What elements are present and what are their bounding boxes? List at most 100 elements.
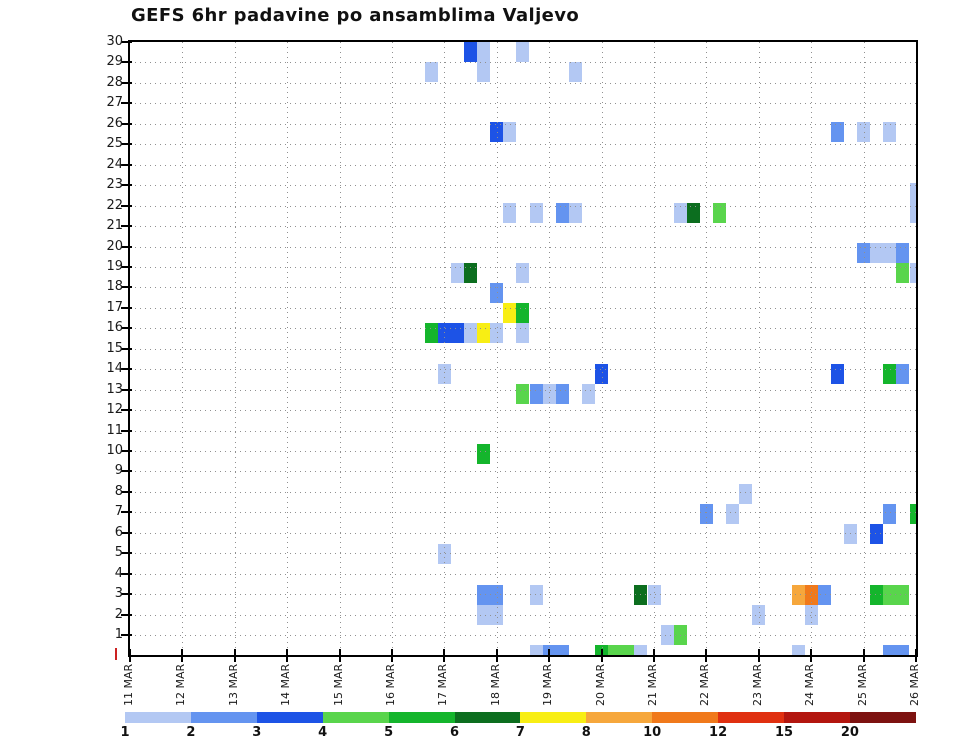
x-axis-tick [548, 649, 551, 662]
y-axis-tick [121, 102, 132, 105]
colorbar-label: 6 [449, 725, 460, 740]
grid-cell [555, 383, 569, 404]
grid-cell [595, 363, 609, 384]
x-tick-label: 20 MAR [593, 663, 607, 706]
grid-line-vertical [392, 42, 393, 655]
y-axis-tick [121, 470, 132, 473]
grid-line-vertical [758, 42, 760, 655]
y-axis-tick [121, 225, 132, 227]
grid-line-horizontal [130, 287, 916, 289]
colorbar-segment [125, 712, 192, 723]
x-axis-tick [338, 649, 341, 662]
grid-cell [477, 42, 491, 62]
y-axis-tick [121, 409, 132, 412]
grid-cell [477, 443, 491, 464]
grid-cell [791, 645, 805, 655]
grid-cell [516, 42, 530, 62]
y-tick-label: 23 [106, 177, 123, 193]
grid-cell [896, 363, 910, 384]
grid-cell [568, 62, 582, 83]
grid-line-horizontal [130, 246, 916, 248]
x-axis-tick [862, 649, 865, 662]
y-tick-label: 13 [106, 381, 123, 397]
colorbar-label: 1 [120, 725, 130, 740]
grid-cell [883, 363, 897, 384]
grid-line-vertical [234, 42, 236, 655]
y-axis-tick [121, 41, 132, 43]
grid-cell [529, 645, 543, 655]
grid-cell [883, 122, 897, 143]
grid-cell [739, 484, 753, 505]
y-axis-tick [121, 327, 132, 330]
grid-cell [542, 383, 556, 404]
grid-cell [424, 62, 438, 83]
y-axis-tick [121, 634, 132, 636]
y-axis-tick [121, 511, 132, 514]
x-tick-label: 22 MAR [698, 663, 712, 706]
y-tick-label: 29 [106, 54, 123, 70]
y-axis-tick [121, 531, 132, 534]
colorbar-label: 5 [384, 725, 394, 740]
grid-cell [883, 242, 897, 263]
colorbar-segment [190, 712, 258, 723]
x-axis-tick [233, 649, 236, 662]
grid-line-horizontal [130, 553, 916, 555]
grid-line-horizontal [130, 512, 916, 514]
grid-cell [673, 624, 687, 645]
grid-cell [555, 202, 569, 223]
y-tick-label: 6 [114, 524, 123, 540]
colorbar-segment [388, 712, 455, 723]
grid-cell [634, 645, 648, 655]
y-tick-label: 4 [114, 565, 123, 581]
grid-cell [870, 524, 884, 545]
grid-line-horizontal [130, 103, 916, 105]
y-tick-label: 1 [114, 627, 123, 642]
x-tick-label: 17 MAR [436, 663, 450, 706]
grid-line-horizontal [130, 123, 916, 125]
grid-line-horizontal [130, 635, 916, 636]
grid-cell [516, 303, 530, 324]
grid-cell [870, 242, 884, 263]
grid-line-horizontal [130, 82, 916, 84]
grid-cell [477, 62, 491, 83]
grid-line-horizontal [130, 205, 916, 207]
y-axis-tick [121, 163, 132, 166]
grid-line-horizontal [130, 389, 916, 391]
y-axis-tick [121, 347, 132, 350]
grid-cell [713, 202, 727, 223]
grid-cell [909, 182, 916, 203]
colorbar-label: 15 [774, 725, 794, 740]
y-tick-label: 3 [114, 586, 123, 602]
x-axis-tick [443, 649, 446, 662]
grid-cell [437, 363, 451, 384]
grid-line-horizontal [130, 451, 916, 452]
grid-line-horizontal [130, 573, 916, 575]
grid-cell [516, 383, 530, 404]
grid-line-horizontal [130, 430, 916, 432]
y-axis-tick [121, 368, 132, 371]
x-tick-label: 24 MAR [803, 663, 817, 706]
grid-line-horizontal [130, 226, 916, 227]
y-axis-tick [121, 122, 132, 125]
x-tick-label: 18 MAR [488, 663, 502, 706]
y-tick-label: 7 [114, 504, 123, 520]
colorbar-label: 3 [252, 725, 262, 740]
colorbar-segment [652, 712, 719, 723]
origin-time-marker [115, 648, 117, 660]
grid-line-horizontal [130, 594, 916, 596]
colorbar-segment [849, 712, 917, 723]
y-axis-tick [121, 593, 132, 596]
grid-line-vertical [287, 42, 289, 655]
grid-cell [450, 263, 464, 284]
grid-cell [896, 645, 910, 655]
grid-line-horizontal [130, 491, 916, 493]
y-axis-tick [121, 306, 132, 309]
y-axis-tick [121, 552, 132, 555]
grid-line-vertical [182, 42, 184, 655]
grid-line-vertical [601, 42, 603, 655]
grid-cell [883, 504, 897, 525]
x-tick-label: 19 MAR [541, 663, 555, 706]
x-axis-tick [181, 649, 184, 662]
colorbar-segment [256, 712, 324, 723]
y-tick-label: 20 [106, 238, 123, 254]
